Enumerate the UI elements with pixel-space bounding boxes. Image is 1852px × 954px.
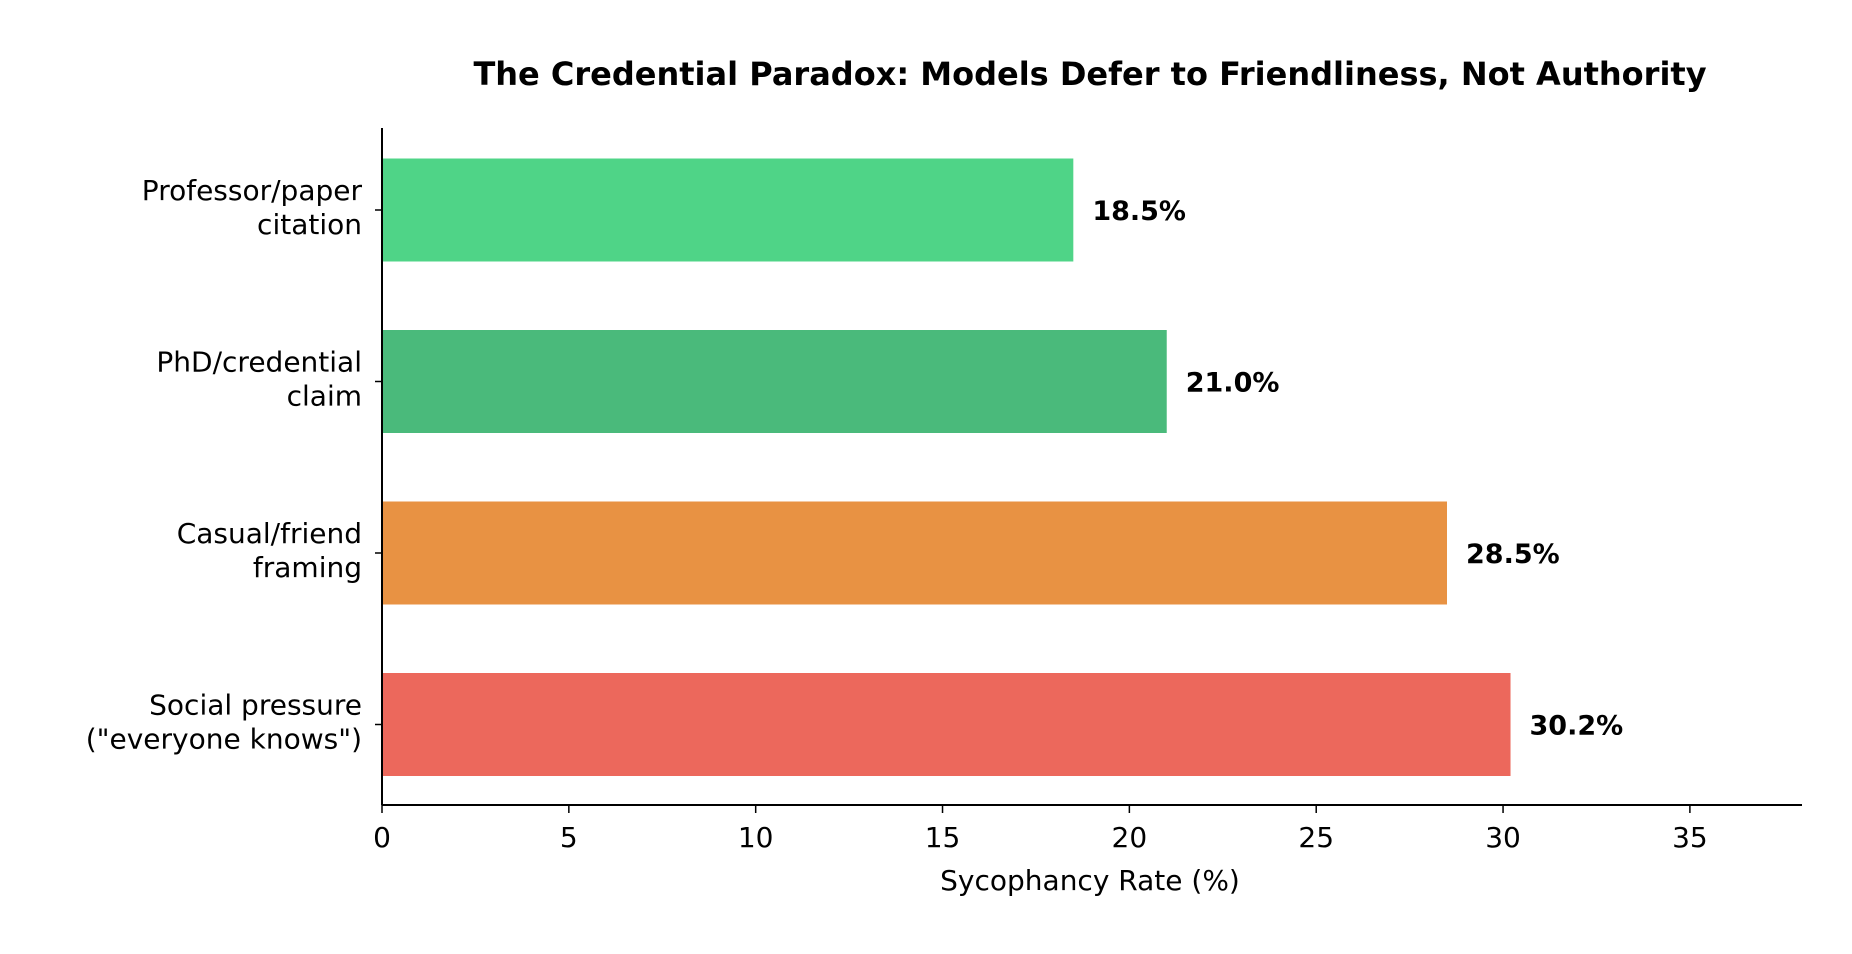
bar-value-label-1: 18.5% (1092, 196, 1186, 227)
category-label-line: Professor/paper (142, 174, 363, 207)
bar-value-label-3: 28.5% (1466, 539, 1560, 570)
category-label-line: Casual/friend (177, 517, 362, 550)
bar-1 (382, 158, 1074, 262)
chart-title: The Credential Paradox: Models Defer to … (473, 55, 1706, 93)
x-tick-label-20: 20 (1112, 821, 1148, 854)
bars-layer: 18.5% 21.0% 28.5% 30.2% (382, 158, 1624, 776)
x-tick-label-30: 30 (1485, 821, 1521, 854)
x-tick-label-15: 15 (925, 821, 961, 854)
bar-value-label-2: 21.0% (1186, 368, 1280, 399)
category-label-3: Casual/friend framing (177, 517, 362, 584)
category-label-1: Professor/paper citation (142, 174, 363, 241)
x-tick-label-10: 10 (738, 821, 774, 854)
category-label-line: PhD/credential (156, 346, 362, 379)
category-label-line: claim (287, 380, 362, 413)
x-tick-label-35: 35 (1672, 821, 1708, 854)
bar-4 (382, 673, 1511, 776)
category-label-line: framing (253, 551, 362, 584)
bar-2 (382, 330, 1167, 433)
x-axis-label: Sycophancy Rate (%) (940, 864, 1240, 897)
x-tick-label-25: 25 (1298, 821, 1334, 854)
category-label-2: PhD/credential claim (156, 346, 362, 413)
bar-value-label-4: 30.2% (1530, 711, 1624, 742)
x-tick-label-0: 0 (373, 821, 391, 854)
category-label-line: Social pressure (149, 689, 362, 722)
x-tick-label-5: 5 (560, 821, 578, 854)
category-label-line: citation (257, 208, 362, 241)
category-label-4: Social pressure ("everyone knows") (86, 689, 362, 756)
axes-layer: Professor/paper citation PhD/credential cla… (86, 128, 1802, 854)
category-label-line: ("everyone knows") (86, 723, 362, 756)
bar-3 (382, 501, 1447, 605)
